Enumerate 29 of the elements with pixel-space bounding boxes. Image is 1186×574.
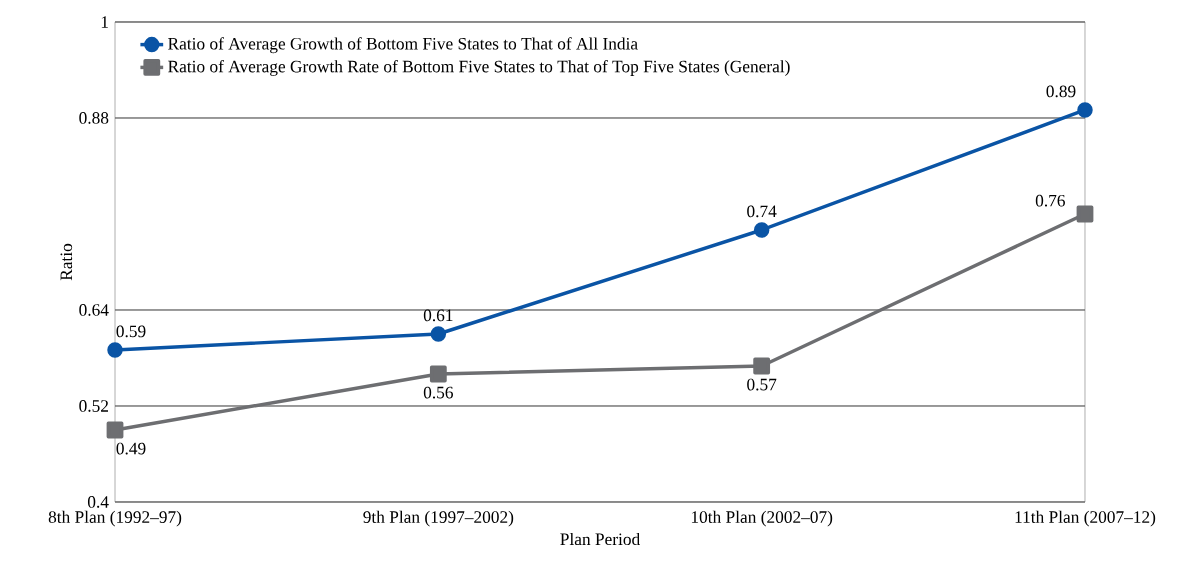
data-label: 0.89 [1046,85,1076,98]
data-label: 0.61 [423,309,453,322]
data-label: 0.76 [1035,194,1065,207]
point [106,421,124,439]
data-label: 0.74 [747,205,777,218]
legend-label: Ratio of Average Growth Rate of Bottom Five States to That of Top Five States (General) [168,60,790,76]
data-label: 0.59 [116,325,146,338]
point [430,326,447,342]
x-tick-label: 8th Plan (1992–97) [48,510,182,527]
x-tick-label: 9th Plan (1997–2002) [363,510,514,527]
y-tick-label: 0.64 [79,304,109,316]
x-tick-label: 11th Plan (2007–12) [1015,510,1156,527]
x-axis-title: Plan Period [560,532,640,546]
point [753,222,770,238]
legend-label: Ratio of Average Growth of Bottom Five States to That of All India [168,37,638,54]
point [1076,205,1094,223]
point [429,365,447,383]
point [107,342,123,358]
y-tick-label: 0.88 [79,112,109,124]
data-label: 0.56 [423,386,453,399]
y-tick-label: 0.52 [79,400,109,412]
x-tick-label: 10th Plan (2002–07) [691,510,833,527]
point [1077,102,1093,118]
data-label: 0.57 [747,378,777,391]
y-axis-title: Ratio [60,243,73,281]
y-tick-label: 1 [101,16,108,28]
y-tick-label: 0.4 [87,496,109,508]
data-label: 0.49 [116,442,146,455]
point [753,357,771,375]
